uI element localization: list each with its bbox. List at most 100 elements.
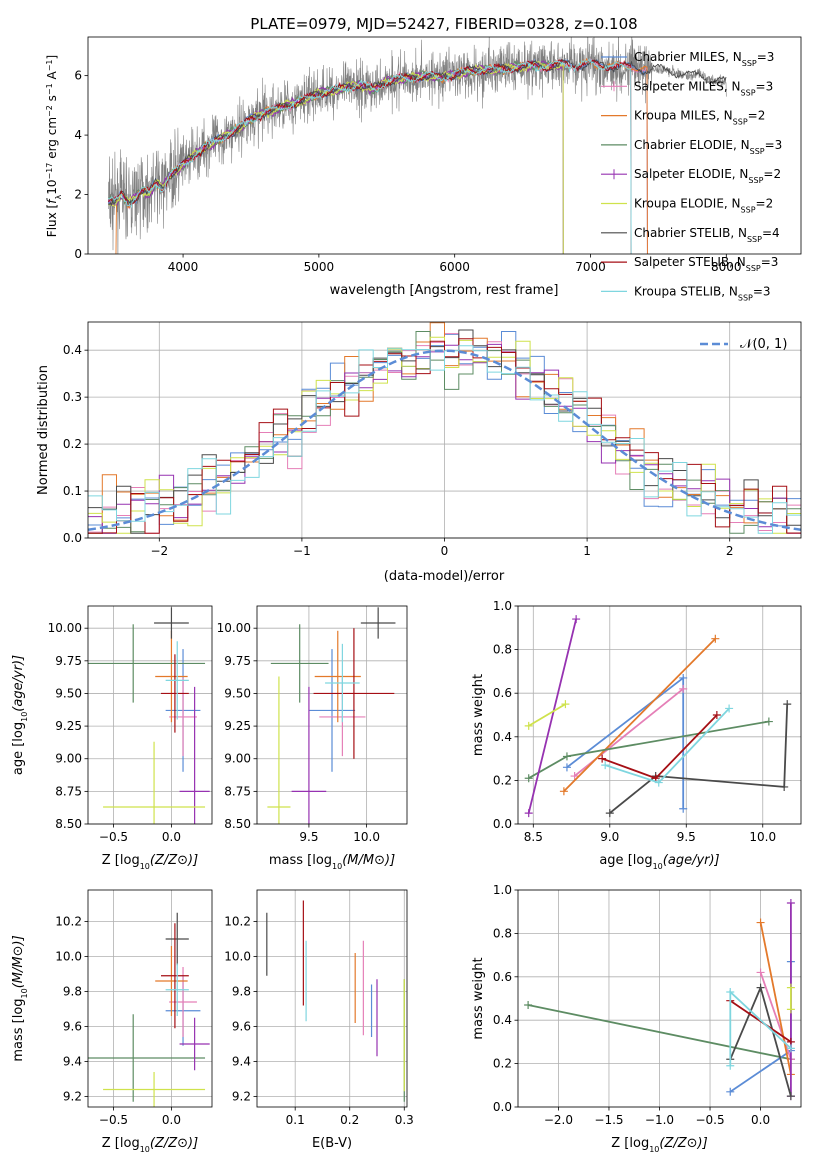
- y-tick-label: 9.4: [63, 1055, 82, 1069]
- axes-spectrum: 4000 5000 6000 7000 8000 0 2 4 6: [74, 36, 802, 274]
- y-tick-label: 8.75: [224, 784, 251, 798]
- x-tick-label: −0.5: [99, 1113, 128, 1127]
- x-axis-label: wavelength [Angstrom, rest frame]: [330, 283, 559, 298]
- y-tick-label: 9.8: [63, 985, 82, 999]
- histogram-salpeter-stelib: [88, 338, 801, 534]
- x-tick-label: −1: [293, 544, 311, 558]
- histogram-kroupa-stelib: [88, 345, 801, 534]
- x-tick-label: 10.0: [749, 830, 776, 844]
- y-tick-label: 0.4: [63, 343, 82, 357]
- y-axis-label: Normed distribution: [36, 365, 51, 495]
- y-tick-label: 9.25: [224, 719, 251, 733]
- legend-entry: Salpeter MILES, NSSP=3: [634, 79, 773, 97]
- y-tick-label: 0.2: [63, 437, 82, 451]
- chart-title: PLATE=0979, MJD=52427, FIBERID=0328, z=0…: [250, 15, 637, 33]
- weight-line: [604, 707, 730, 784]
- model-spectrum: [108, 58, 632, 254]
- axes-frame: [87, 889, 213, 1108]
- plot-area: [524, 899, 795, 1101]
- y-tick-label: 0.3: [63, 390, 82, 404]
- y-tick-label: 9.4: [232, 1055, 251, 1069]
- y-tick-label: 9.6: [232, 1020, 251, 1034]
- x-tick-label: 0.0: [162, 1113, 181, 1127]
- weight-line: [563, 638, 716, 792]
- plot-area: [88, 322, 801, 534]
- x-tick-label: 8000: [711, 260, 742, 274]
- x-tick-label: 0.0: [751, 1113, 770, 1127]
- weight-point: [786, 1005, 795, 1014]
- weight-line: [609, 704, 789, 814]
- legend-entry: Salpeter STELIB, NSSP=3: [634, 255, 778, 273]
- x-tick-label: 10.0: [353, 830, 380, 844]
- weight-point: [711, 634, 720, 643]
- weight-point: [726, 987, 735, 996]
- x-tick-label: 8.5: [524, 830, 543, 844]
- plot-area: [88, 607, 210, 824]
- y-tick-label: 8.75: [55, 784, 82, 798]
- x-axis-label: E(B-V): [312, 1136, 352, 1151]
- x-tick-label: −0.5: [99, 830, 128, 844]
- model-spectrum: [107, 60, 564, 254]
- axes-age_vs_Z: −0.5 0.0 8.50 8.75 9.00 9.25 9.50 9.75 10.00: [48, 605, 213, 844]
- x-tick-label: 9.0: [600, 830, 619, 844]
- x-tick-label: 2: [726, 544, 734, 558]
- weight-point: [561, 700, 570, 709]
- y-axis-label: Flux [fλ10−17 erg cm−2 s−1 A−1]: [45, 55, 63, 237]
- legend: Chabrier MILES, NSSP=3 Salpeter MILES, NS…: [601, 50, 782, 302]
- legend-entry: Salpeter ELODIE, NSSP=2: [634, 167, 781, 185]
- y-tick-label: 0.1: [63, 484, 82, 498]
- weight-point: [679, 684, 688, 693]
- axes-residuals: −2 −1 0 1 2 0.0 0.1 0.2 0.3 0.4: [63, 321, 802, 558]
- plot-area: [524, 615, 792, 818]
- axes-frame: [517, 605, 802, 825]
- weight-point: [756, 983, 765, 992]
- weight-point: [756, 968, 765, 977]
- y-tick-label: 1.0: [493, 599, 512, 613]
- weight-line: [527, 1004, 792, 1061]
- weight-line: [527, 618, 577, 814]
- y-tick-label: 9.00: [55, 752, 82, 766]
- y-tick-label: 10.2: [55, 915, 82, 929]
- weight-point: [524, 721, 533, 730]
- y-tick-label: 9.50: [224, 686, 251, 700]
- weight-point: [786, 1092, 795, 1101]
- y-axis-label: mass [log10(M/M⊙)]: [11, 935, 29, 1061]
- y-tick-label: 10.00: [48, 621, 82, 635]
- legend-entry: Kroupa MILES, NSSP=2: [634, 109, 765, 127]
- legend-entry: Kroupa STELIB, NSSP=3: [634, 284, 771, 302]
- weight-point: [679, 673, 688, 682]
- weight-point: [570, 772, 579, 781]
- weight-point: [725, 704, 734, 713]
- legend-entry: Chabrier MILES, NSSP=3: [634, 50, 774, 68]
- y-tick-label: 0.6: [493, 686, 512, 700]
- weight-line: [528, 703, 566, 727]
- x-tick-label: 0.2: [340, 1113, 359, 1127]
- y-tick-label: 9.75: [224, 654, 251, 668]
- y-tick-label: 2: [74, 188, 82, 202]
- axes-mass_vs_ebv: 0.1 0.2 0.3 9.2 9.4 9.6 9.8 10.0 10.2: [224, 889, 414, 1127]
- weight-point: [786, 983, 795, 992]
- y-tick-label: 10.0: [55, 950, 82, 964]
- y-tick-label: 8.50: [224, 817, 251, 831]
- axes-frame: [87, 605, 213, 825]
- y-tick-label: 9.8: [232, 985, 251, 999]
- x-tick-label: 5000: [304, 260, 335, 274]
- axes-frame: [87, 36, 802, 255]
- axes-mass_vs_Z: −0.5 0.0 9.2 9.4 9.6 9.8 10.0 10.2: [55, 889, 213, 1127]
- y-tick-label: 10.0: [224, 950, 251, 964]
- y-tick-label: 9.25: [55, 719, 82, 733]
- x-axis-label: Z [log10(Z/Z⊙)]: [102, 853, 198, 871]
- legend-entry: Kroupa ELODIE, NSSP=2: [634, 197, 773, 215]
- weight-point: [726, 1061, 735, 1070]
- weight-point: [559, 787, 568, 796]
- axes-weight_vs_Z: −2.0 −1.5 −1.0 −0.5 0.0 0.0 0.2 0.4 0.6 0.8 1.0: [493, 883, 802, 1127]
- x-tick-label: −2: [150, 544, 168, 558]
- legend-entry: 𝒩(0, 1): [740, 337, 787, 352]
- y-tick-label: 10.00: [217, 621, 251, 635]
- weight-point: [783, 700, 792, 709]
- weight-line: [759, 972, 792, 1060]
- y-tick-label: 6: [74, 69, 82, 83]
- weight-point: [786, 1044, 795, 1053]
- y-tick-label: 0.0: [63, 531, 82, 545]
- weight-point: [524, 809, 533, 818]
